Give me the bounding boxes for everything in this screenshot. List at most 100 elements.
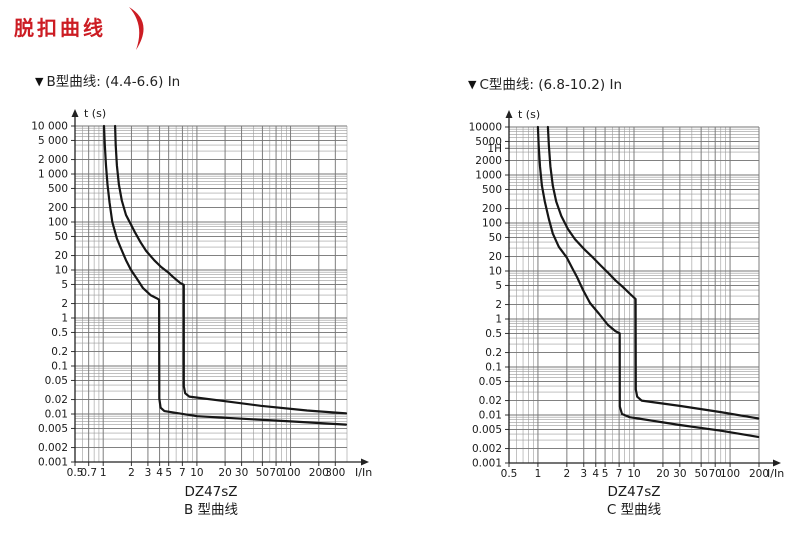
svg-text:1 000: 1 000 [38,169,68,181]
svg-text:30: 30 [235,467,248,479]
svg-text:2: 2 [128,467,135,479]
c-caption-model: DZ47sZ [607,484,661,500]
svg-text:5 000: 5 000 [38,135,68,147]
triangle-bullet-icon: ▼ [468,78,477,91]
svg-text:4: 4 [156,467,163,479]
svg-text:0.005: 0.005 [472,424,502,436]
page-title: 脱扣曲线 [14,16,106,40]
svg-text:5: 5 [495,280,502,292]
b-curve-heading-text: B型曲线: (4.4-6.6) In [46,74,181,90]
trip-band-lower-boundary [102,124,348,426]
svg-text:70: 70 [709,468,722,480]
c-caption-type: C 型曲线 [606,502,662,518]
svg-text:50: 50 [489,232,502,244]
svg-text:0.02: 0.02 [479,395,502,407]
svg-text:1: 1 [61,313,68,325]
svg-text:1H: 1H [487,143,502,155]
svg-text:500: 500 [482,184,502,196]
svg-text:0.5: 0.5 [485,328,502,340]
b-curve-heading: ▼ B型曲线: (4.4-6.6) In [35,70,180,90]
svg-text:100: 100 [281,467,301,479]
b-curve-caption: DZ47sZ B 型曲线 [75,483,347,519]
svg-text:3: 3 [580,468,587,480]
svg-text:10 000: 10 000 [31,121,68,133]
c-curve-caption: DZ47sZ C 型曲线 [509,483,759,519]
svg-text:100: 100 [48,217,68,229]
svg-text:500: 500 [48,183,68,195]
svg-text:1: 1 [535,468,542,480]
svg-text:I/In: I/In [767,467,784,480]
svg-text:30: 30 [673,468,686,480]
svg-text:200: 200 [749,468,769,480]
trip-band-lower-boundary [536,125,760,438]
svg-text:0.001: 0.001 [472,458,502,470]
svg-text:10: 10 [489,266,502,278]
svg-text:5: 5 [602,468,609,480]
brand-swoosh-icon [129,7,144,50]
svg-text:t (s): t (s) [518,108,540,121]
swoosh-shape [129,7,144,50]
svg-text:0.02: 0.02 [45,394,68,406]
c-curve-heading-text: C型曲线: (6.8-10.2) In [479,77,622,93]
svg-text:0.7: 0.7 [80,467,97,479]
svg-text:0.5: 0.5 [51,327,68,339]
svg-text:10000: 10000 [469,122,502,134]
trip-band-upper-boundary [114,124,348,415]
svg-text:100: 100 [720,468,740,480]
svg-text:5: 5 [165,467,172,479]
svg-text:2: 2 [495,299,502,311]
svg-text:200: 200 [309,467,329,479]
page-header: 脱扣曲线 [14,7,148,52]
b-curve-section: ▼ B型曲线: (4.4-6.6) In 0.5 0.7 1 2 3 4 5 7 10 20 30 50… [0,60,410,540]
svg-text:2000: 2000 [475,155,502,167]
svg-text:0.01: 0.01 [45,409,68,421]
b-caption-type: B 型曲线 [183,502,239,518]
svg-text:5000: 5000 [475,136,502,148]
svg-text:10: 10 [627,468,640,480]
svg-text:20: 20 [55,250,68,262]
svg-text:1: 1 [495,314,502,326]
svg-text:t (s): t (s) [84,107,106,120]
svg-text:200: 200 [48,202,68,214]
svg-text:50: 50 [55,231,68,243]
svg-text:2: 2 [564,468,571,480]
svg-text:1: 1 [100,467,107,479]
svg-text:3: 3 [145,467,152,479]
svg-text:100: 100 [482,218,502,230]
svg-text:5: 5 [61,279,68,291]
svg-text:200: 200 [482,203,502,215]
svg-text:0.2: 0.2 [51,346,68,358]
svg-text:10: 10 [55,265,68,277]
svg-text:I/In: I/In [355,466,372,479]
svg-text:0.002: 0.002 [38,442,68,454]
triangle-bullet-icon: ▼ [35,75,44,88]
svg-text:7: 7 [616,468,623,480]
svg-text:20: 20 [489,251,502,263]
svg-text:4: 4 [592,468,599,480]
svg-text:20: 20 [656,468,669,480]
svg-text:300: 300 [325,467,345,479]
b-caption-model: DZ47sZ [184,484,238,500]
svg-text:50: 50 [256,467,269,479]
c-curve-section: ▼ C型曲线: (6.8-10.2) In 0.5 1 2 3 4 5 7 10 20 30 50 70… [430,60,790,540]
svg-text:10: 10 [190,467,203,479]
svg-text:70: 70 [269,467,282,479]
svg-text:2 000: 2 000 [38,154,68,166]
svg-text:2: 2 [61,298,68,310]
svg-text:50: 50 [694,468,707,480]
svg-text:0.05: 0.05 [45,375,68,387]
c-curve-heading: ▼ C型曲线: (6.8-10.2) In [468,73,622,93]
svg-text:0.2: 0.2 [485,347,502,359]
svg-text:20: 20 [218,467,231,479]
trip-band-upper-boundary [546,125,760,420]
svg-text:0.5: 0.5 [501,468,518,480]
svg-text:0.002: 0.002 [472,443,502,455]
svg-text:0.1: 0.1 [485,362,502,374]
svg-text:0.01: 0.01 [479,410,502,422]
svg-text:0.001: 0.001 [38,457,68,469]
svg-text:7: 7 [179,467,186,479]
svg-text:0.005: 0.005 [38,423,68,435]
svg-text:1000: 1000 [475,170,502,182]
svg-text:0.1: 0.1 [51,361,68,373]
